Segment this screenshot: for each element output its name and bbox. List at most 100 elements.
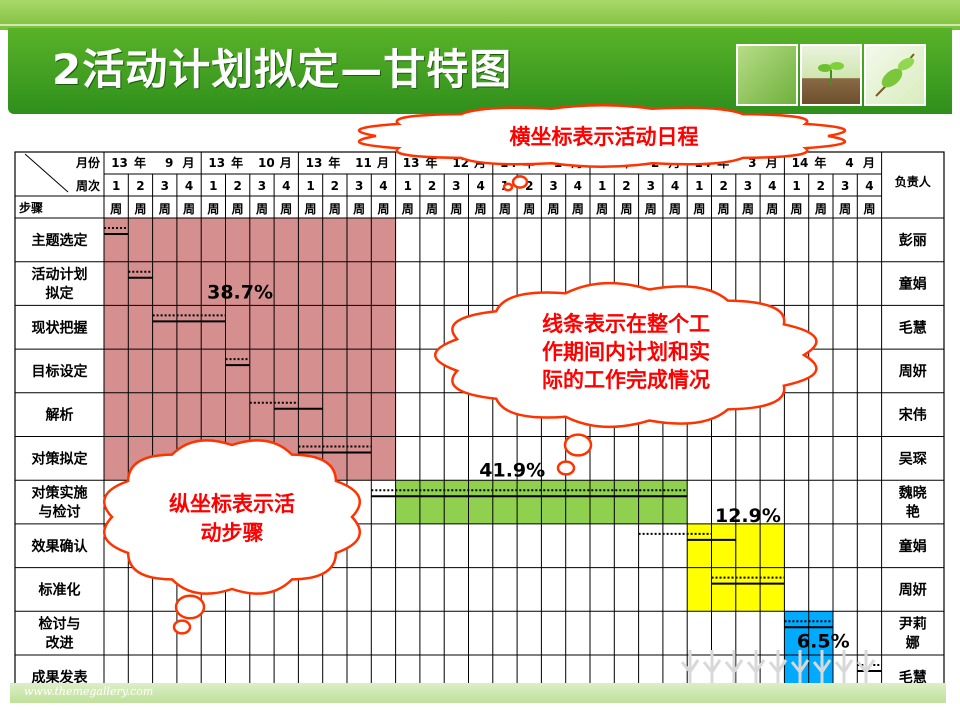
step-label: 拟定 xyxy=(46,285,74,302)
owner-name: 周妍 xyxy=(899,581,927,598)
week-number: 2 xyxy=(817,179,825,193)
callout-cloud-top xyxy=(357,104,847,168)
month-cell-text: 9 xyxy=(165,156,173,170)
callout-text-middle: 际的工作完成情况 xyxy=(542,368,710,392)
week-number: 2 xyxy=(622,179,630,193)
week-unit-label: 周 xyxy=(329,202,341,216)
month-cell-text: 年 xyxy=(328,155,340,170)
week-unit-label: 周 xyxy=(693,202,705,216)
phase-percent-label: 12.9% xyxy=(715,505,781,527)
callout-text-left: 动步骤 xyxy=(201,521,264,545)
top-stripe xyxy=(0,0,960,30)
month-cell-text: 13 xyxy=(306,156,323,170)
week-unit-label: 周 xyxy=(159,202,171,216)
week-number: 1 xyxy=(598,179,606,193)
week-number: 1 xyxy=(695,179,703,193)
month-cell-text: 13 xyxy=(111,156,128,170)
week-unit-label: 周 xyxy=(256,202,268,216)
header-diagonal-line xyxy=(24,153,69,193)
step-label: 效果确认 xyxy=(32,538,89,555)
month-cell-text: 月 xyxy=(376,156,389,170)
week-unit-label: 周 xyxy=(110,202,122,216)
week-unit-label: 周 xyxy=(305,202,317,216)
week-number: 4 xyxy=(185,179,193,193)
week-number: 1 xyxy=(209,179,217,193)
week-unit-label: 周 xyxy=(475,202,487,216)
step-label: 对策实施 xyxy=(32,485,88,502)
week-number: 4 xyxy=(768,179,776,193)
week-unit-label: 周 xyxy=(572,202,584,216)
week-unit-label: 周 xyxy=(523,202,535,216)
week-unit-label: 周 xyxy=(766,202,778,216)
slide-title: 2活动计划拟定—甘特图 xyxy=(52,45,513,94)
week-unit-label: 周 xyxy=(620,202,632,216)
week-number: 1 xyxy=(792,179,800,193)
month-cell-text: 月 xyxy=(182,156,195,170)
owner-name: 娜 xyxy=(906,635,920,652)
owner-name: 艳 xyxy=(906,504,920,521)
callout-text-left: 纵坐标表示活 xyxy=(169,492,295,516)
owner-name: 周妍 xyxy=(899,363,927,380)
month-header-label: 月份 xyxy=(75,155,101,170)
callout-text-middle: 作期间内计划和实 xyxy=(542,340,710,364)
week-unit-label: 周 xyxy=(669,202,681,216)
week-number: 3 xyxy=(549,179,557,193)
step-label: 主题选定 xyxy=(32,232,88,249)
owner-name: 彭丽 xyxy=(899,232,927,249)
month-cell-text: 年 xyxy=(134,155,146,170)
week-unit-label: 周 xyxy=(863,202,875,216)
phase-percent-label: 41.9% xyxy=(479,460,545,482)
month-cell-text: 年 xyxy=(814,155,826,170)
owner-name: 宋伟 xyxy=(898,407,927,424)
photo-sprout xyxy=(800,44,862,106)
owner-name: 毛慧 xyxy=(899,319,927,336)
callout-bubble xyxy=(502,182,514,192)
week-number: 3 xyxy=(841,179,849,193)
week-number: 1 xyxy=(112,179,120,193)
callout-cloud-left xyxy=(102,439,362,595)
footer-url: www.themegallery.com xyxy=(24,685,154,698)
callout-bubble xyxy=(172,619,192,635)
sprout-icon xyxy=(818,62,844,86)
week-number: 4 xyxy=(574,179,582,193)
owner-name: 毛慧 xyxy=(899,669,927,686)
month-cell-text: 11 xyxy=(355,156,372,170)
week-unit-label: 周 xyxy=(353,202,365,216)
week-number: 3 xyxy=(355,179,363,193)
photo-plain-green xyxy=(736,44,798,106)
week-unit-label: 周 xyxy=(183,202,195,216)
week-unit-label: 周 xyxy=(815,202,827,216)
footer-bar: www.themegallery.com xyxy=(10,683,946,703)
month-cell-text: 月 xyxy=(765,156,778,170)
photo-leaves xyxy=(864,44,926,106)
week-number: 2 xyxy=(233,179,241,193)
owner-name: 吴琛 xyxy=(899,451,927,467)
callout-bubble xyxy=(556,460,576,476)
week-number: 3 xyxy=(744,179,752,193)
month-cell-text: 14 xyxy=(792,156,809,170)
week-number: 4 xyxy=(865,179,873,193)
step-header-label: 步骤 xyxy=(19,200,43,215)
callout-cloud-middle xyxy=(434,281,818,429)
week-number: 3 xyxy=(452,179,460,193)
week-number: 1 xyxy=(306,179,314,193)
week-unit-label: 周 xyxy=(232,202,244,216)
week-number: 3 xyxy=(258,179,266,193)
month-cell-text: 年 xyxy=(231,155,243,170)
phase-percent-label: 38.7% xyxy=(207,282,273,304)
week-number: 2 xyxy=(719,179,727,193)
phase-percent-label: 6.5% xyxy=(797,630,850,652)
week-unit-label: 周 xyxy=(426,202,438,216)
week-unit-label: 周 xyxy=(548,202,560,216)
owner-name: 童娟 xyxy=(899,538,927,555)
step-label: 对策拟定 xyxy=(32,450,88,467)
step-label: 改进 xyxy=(46,635,74,652)
month-cell-text: 月 xyxy=(862,156,875,170)
step-label: 成果发表 xyxy=(32,669,89,686)
callout-bubble xyxy=(174,594,206,620)
owner-header-label: 负责人 xyxy=(895,174,932,189)
step-label: 标准化 xyxy=(38,581,81,598)
owner-name: 魏晓 xyxy=(898,485,927,502)
